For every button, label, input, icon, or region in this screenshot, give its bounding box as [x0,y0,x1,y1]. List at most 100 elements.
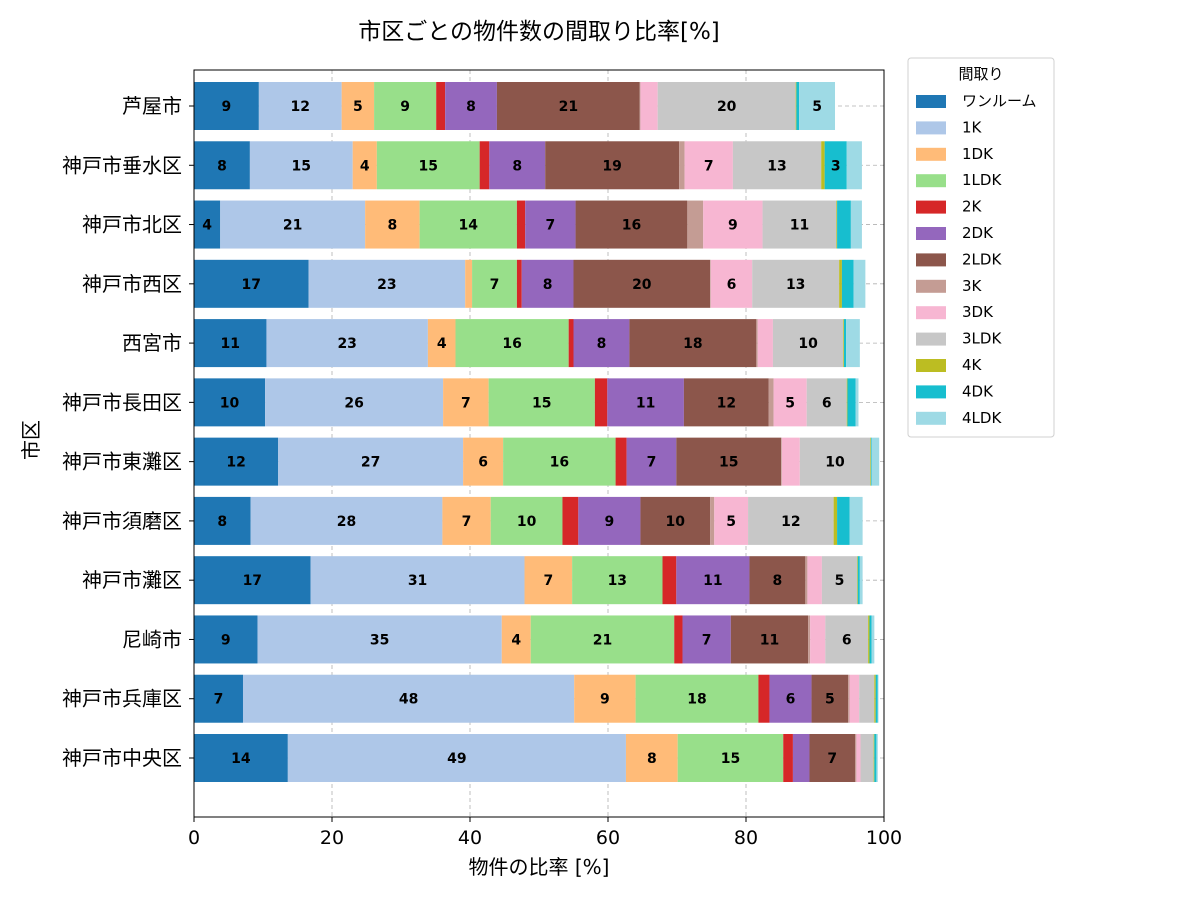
bar-value-label: 10 [825,455,845,471]
bar-segment [870,437,872,486]
bar-segment [524,556,573,605]
bar-segment [427,319,456,368]
x-axis: 0 20 40 60 80 100 [188,817,902,849]
bar-segment [748,496,834,545]
bar-segment [833,496,838,545]
y-tick-label: 神戸市西区 [82,272,182,296]
bar-value-label: 12 [291,99,310,115]
bar-value-label: 8 [543,277,553,293]
bar-value-label: 13 [608,573,627,589]
bar-segment [799,82,836,130]
bar-segment [683,378,769,427]
bar-value-label: 9 [400,99,410,115]
bar-segment [574,674,636,723]
bar-value-label: 18 [683,336,702,352]
bar-value-label: 7 [704,158,714,174]
bar-segment [572,556,663,605]
bar-segment [516,259,522,308]
bar-segment [811,674,849,723]
bar-value-label: 49 [447,751,466,767]
bar-segment [640,82,658,130]
bar-segment [860,734,874,782]
bar-segment [843,319,844,368]
bar-value-label: 15 [292,158,311,174]
bar-segment [752,259,840,308]
bar-value-label: 7 [214,692,224,708]
bar-value-label: 6 [786,692,796,708]
bar-value-label: 17 [243,573,262,589]
bar-segment [525,200,576,249]
y-axis-label: 市区 [19,420,43,460]
bar-segment [875,674,878,723]
legend-label: 3DK [962,303,994,321]
bar-segment [824,141,847,190]
bar-segment [837,200,851,249]
bar-segment [762,200,837,249]
y-tick-label: 神戸市須磨区 [62,509,182,533]
legend-label: 2LDK [962,250,1002,268]
chart-title: 市区ごとの物件数の間取り比率[%] [358,19,720,45]
bar-value-label: 8 [647,751,657,767]
bar-segment [194,496,251,545]
bar-value-label: 21 [593,632,612,648]
legend-swatch [916,147,946,161]
legend-label: 2DK [962,224,994,242]
bar-segment [877,674,879,723]
bar-segment [365,200,420,249]
bar-segment [578,496,641,545]
y-tick-label: 神戸市垂水区 [62,153,182,177]
bar-segment [870,437,871,486]
bar-segment [850,200,862,249]
bar-segment [855,734,857,782]
bar-segment [849,674,860,723]
bar-segment [341,82,375,130]
legend-label: 1LDK [962,171,1002,189]
bar-value-label: 7 [647,455,657,471]
bar-value-label: 12 [717,395,736,411]
legend-label: ワンルーム [962,92,1037,110]
bar-segment [687,200,704,249]
bar-value-label: 20 [717,99,737,115]
bar-segment [194,378,266,427]
legend-label: 2K [962,198,983,216]
bar-segment [806,378,847,427]
bar-value-label: 15 [719,455,738,471]
bar-segment [839,259,842,308]
bar-segment [772,319,844,368]
bar-value-label: 4 [360,158,370,174]
legend-label: 3LDK [962,330,1002,348]
bar-segment [308,259,466,308]
bars-layer [194,82,880,782]
bar-segment [756,319,758,368]
bar-segment [376,141,480,190]
bar-segment [194,141,250,190]
bar-value-label: 11 [220,336,239,352]
legend-label: 3K [962,277,983,295]
bar-segment [479,141,490,190]
bar-value-label: 17 [242,277,261,293]
legend-title: 間取り [958,65,1003,83]
bar-segment [876,734,878,782]
x-tick-label: 40 [458,827,482,849]
bar-segment [640,496,711,545]
bar-value-label: 6 [478,455,488,471]
y-tick-label: 神戸市北区 [82,213,182,237]
bar-segment [857,556,858,605]
bar-value-label: 11 [790,218,809,234]
bar-segment [792,734,810,782]
bar-value-label: 10 [220,395,240,411]
legend-swatch [916,121,946,135]
bar-value-label: 11 [636,395,655,411]
bar-segment [859,674,875,723]
bar-segment [847,378,856,427]
bar-segment [242,674,575,723]
bar-segment [871,437,880,486]
bar-segment [265,378,444,427]
bar-value-label: 26 [344,395,363,411]
legend-swatch [916,306,946,320]
legend-swatch [916,411,946,425]
bar-value-label: 5 [825,692,835,708]
legend-label: 4DK [962,382,994,400]
bar-segment [868,615,870,664]
bar-value-label: 7 [702,632,712,648]
